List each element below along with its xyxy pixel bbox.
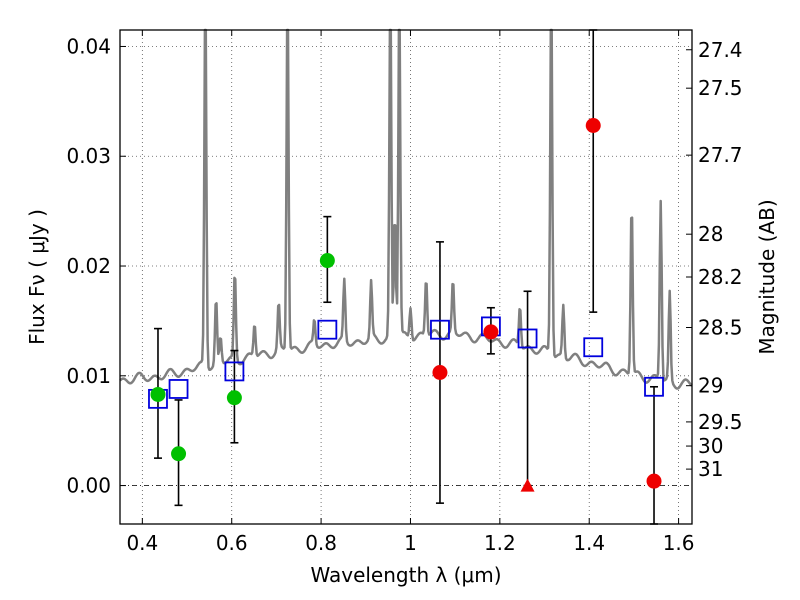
magnitude-tick-label: 28.2 <box>698 265 743 289</box>
y-axis-label: Flux Fν ( μJy ) <box>25 209 49 345</box>
upper-limit-point <box>520 478 535 492</box>
magnitude-tick-label: 27.5 <box>698 76 743 100</box>
x-tick-label: 1.2 <box>484 531 516 555</box>
x-tick-label: 1.4 <box>573 531 605 555</box>
data-point <box>585 118 601 134</box>
magnitude-tick-label: 27.4 <box>698 38 743 62</box>
data-point <box>226 390 242 406</box>
model-point <box>430 319 450 340</box>
model-point <box>644 376 664 397</box>
data-point <box>319 253 335 269</box>
model-point <box>224 361 245 382</box>
y-tick-label: 0.02 <box>66 254 111 278</box>
x-tick-label: 0.8 <box>305 531 337 555</box>
magnitude-tick-label: 30 <box>698 434 723 458</box>
x-tick-label: 0.4 <box>126 531 158 555</box>
data-point <box>646 473 662 489</box>
magnitude-tick-label: 31 <box>698 457 723 481</box>
y-axis-ticks: 0.00 0.01 0.02 0.03 0.04 <box>66 34 126 498</box>
data-point <box>150 386 166 402</box>
x-axis-label: Wavelength λ (μm) <box>310 563 501 587</box>
y-tick-label: 0.01 <box>66 364 111 388</box>
plot-background <box>120 30 692 524</box>
model-sed-curve <box>119 28 693 390</box>
data-markers <box>148 118 664 492</box>
model-sed-line <box>119 28 693 390</box>
grid <box>120 30 692 524</box>
model-point <box>317 319 338 340</box>
model-point <box>583 337 604 358</box>
magnitude-tick-label: 27.7 <box>698 143 743 167</box>
magnitude-tick-label: 28 <box>698 222 723 246</box>
y-tick-label: 0.00 <box>66 474 111 498</box>
magnitude-tick-label: 29.5 <box>698 410 743 434</box>
x-tick-label: 1 <box>404 531 417 555</box>
magnitude-tick-label: 28.5 <box>698 315 743 339</box>
data-point <box>483 324 499 340</box>
magnitude-tick-label: 29 <box>698 374 723 398</box>
x-axis-ticks: 0.4 0.6 0.8 1 1.2 1.4 1.6 <box>126 30 695 555</box>
data-point <box>171 446 187 462</box>
data-point <box>432 365 448 381</box>
x-tick-label: 0.6 <box>216 531 248 555</box>
x-tick-label: 1.6 <box>663 531 695 555</box>
y-tick-label: 0.03 <box>66 144 111 168</box>
model-point <box>168 379 189 399</box>
y-tick-label: 0.04 <box>66 34 111 58</box>
magnitude-axis-label: Magnitude (AB) <box>755 199 779 354</box>
model-point <box>517 328 538 349</box>
